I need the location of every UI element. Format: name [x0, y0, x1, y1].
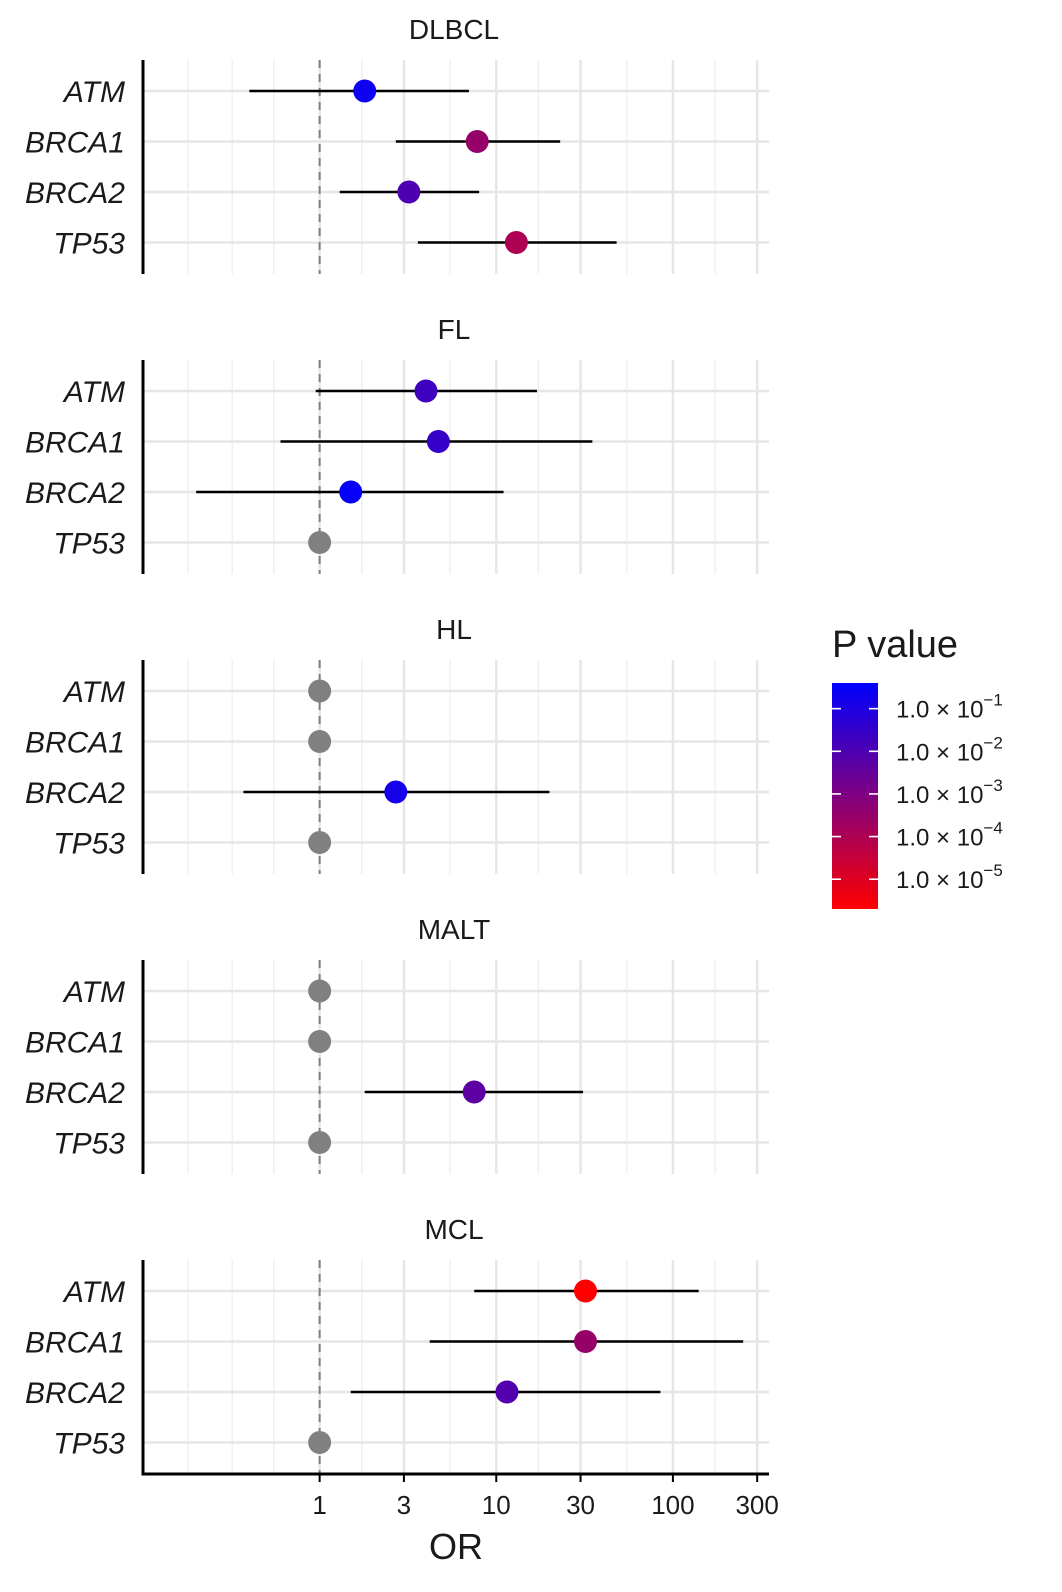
- panel-title: HL: [436, 614, 472, 645]
- point-tp53: [308, 831, 332, 854]
- point-brca2: [339, 480, 363, 504]
- point-atm: [353, 79, 377, 103]
- x-tick-label: 300: [735, 1490, 778, 1520]
- panel-hl: HL ATM BRCA1 BRCA2 TP53: [25, 614, 769, 874]
- x-axis: 1 3 10 30 100 300 OR: [141, 1472, 779, 1567]
- legend-color-bar: [832, 683, 878, 909]
- gene-label-tp53: TP53: [53, 828, 125, 861]
- gene-label-brca2: BRCA2: [25, 177, 125, 210]
- point-brca2: [397, 180, 421, 204]
- panel-mcl: MCL ATM BRCA1 BRCA2 TP53: [25, 1214, 769, 1474]
- point-brca1: [308, 730, 332, 753]
- point-atm: [414, 379, 438, 403]
- p-value-legend: P value 1.0 × 10−1 1.0 × 10−2 1.0 × 10−3 1.0…: [832, 624, 1003, 909]
- point-tp53: [308, 1431, 332, 1454]
- point-atm: [308, 979, 332, 1003]
- x-tick-label: 10: [482, 1490, 511, 1520]
- gene-label-brca1: BRCA1: [25, 1327, 125, 1360]
- gene-label-atm: ATM: [62, 676, 125, 709]
- gene-label-tp53: TP53: [53, 1428, 125, 1461]
- panel-title: DLBCL: [409, 14, 499, 45]
- legend-tick-label: 1.0 × 10−3: [896, 776, 1003, 809]
- gene-label-brca2: BRCA2: [25, 777, 125, 810]
- legend-tick-label: 1.0 × 10−1: [896, 691, 1003, 724]
- gene-label-brca2: BRCA2: [25, 1077, 125, 1110]
- gene-label-tp53: TP53: [53, 228, 125, 261]
- panel-title: FL: [438, 314, 471, 345]
- point-brca2: [462, 1080, 486, 1104]
- point-atm: [573, 1279, 597, 1303]
- point-tp53: [504, 231, 528, 254]
- x-tick-label: 1: [312, 1490, 326, 1520]
- panels-group: DLBCL ATM BRCA1 BRCA2 TP53 FL ATM BRCA1 BRCA2 TP5…: [25, 14, 769, 1474]
- gene-label-atm: ATM: [62, 376, 125, 409]
- point-tp53: [308, 1131, 332, 1154]
- gene-label-brca1: BRCA1: [25, 1027, 125, 1060]
- point-brca1: [573, 1330, 597, 1353]
- x-tick-label: 100: [651, 1490, 694, 1520]
- point-atm: [308, 679, 332, 703]
- x-tick-label: 3: [397, 1490, 411, 1520]
- panel-malt: MALT ATM BRCA1 BRCA2 TP53: [25, 914, 769, 1174]
- gene-label-tp53: TP53: [53, 1128, 125, 1161]
- point-brca1: [465, 130, 489, 153]
- gene-label-atm: ATM: [62, 976, 125, 1009]
- gene-label-brca1: BRCA1: [25, 727, 125, 760]
- panel-fl: FL ATM BRCA1 BRCA2 TP53: [25, 314, 769, 574]
- panel-dlbcl: DLBCL ATM BRCA1 BRCA2 TP53: [25, 14, 769, 274]
- panel-title: MALT: [418, 914, 491, 945]
- x-axis-title: OR: [429, 1526, 483, 1567]
- legend-tick-label: 1.0 × 10−2: [896, 733, 1003, 766]
- gene-label-brca1: BRCA1: [25, 427, 125, 460]
- gene-label-tp53: TP53: [53, 528, 125, 561]
- panel-title: MCL: [424, 1214, 483, 1245]
- gene-label-brca2: BRCA2: [25, 477, 125, 510]
- legend-tick-label: 1.0 × 10−5: [896, 861, 1003, 894]
- legend-tick-label: 1.0 × 10−4: [896, 819, 1003, 852]
- gene-label-atm: ATM: [62, 1276, 125, 1309]
- gene-label-atm: ATM: [62, 76, 125, 109]
- gene-label-brca2: BRCA2: [25, 1377, 125, 1410]
- gene-label-brca1: BRCA1: [25, 127, 125, 160]
- point-brca2: [495, 1380, 519, 1404]
- legend-title: P value: [832, 624, 958, 666]
- point-brca2: [384, 780, 408, 804]
- x-tick-label: 30: [566, 1490, 595, 1520]
- point-tp53: [308, 531, 332, 554]
- point-brca1: [308, 1030, 332, 1053]
- point-brca1: [426, 430, 450, 453]
